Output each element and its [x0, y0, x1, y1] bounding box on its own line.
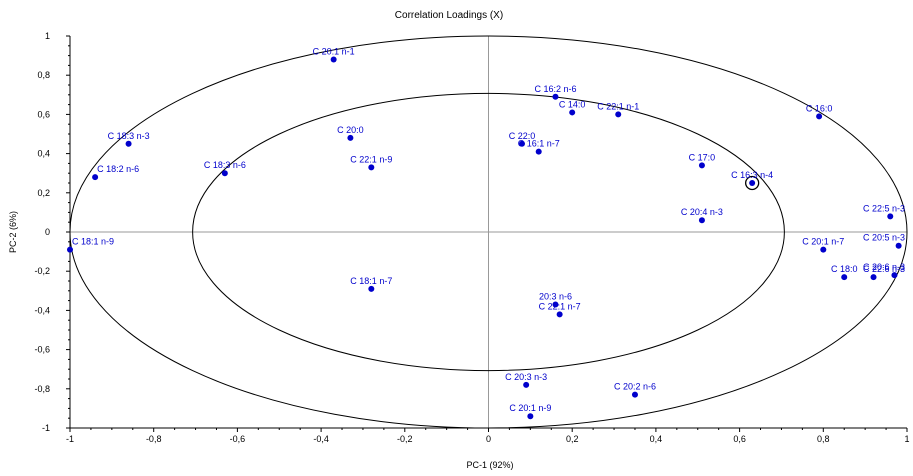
data-point [569, 109, 576, 116]
point-label: C 20:0 [337, 125, 364, 135]
data-point [895, 242, 902, 249]
data-point [698, 162, 705, 169]
data-point [518, 140, 525, 147]
point-label: C 18:1 n-9 [72, 237, 114, 247]
point-label: C 16:0 [806, 103, 833, 113]
point-label: C 20:6 n-3 [863, 262, 905, 272]
data-point [870, 274, 877, 281]
point-label: C 20:3 n-3 [505, 372, 547, 382]
data-point [749, 180, 756, 186]
point-label: C 14:0 [559, 99, 586, 109]
data-point [330, 56, 337, 63]
y-tick-label: 1 [45, 31, 50, 41]
x-tick-label: -1 [66, 434, 74, 444]
point-label: C 20:5 n-3 [863, 233, 905, 243]
data-point [125, 140, 132, 147]
y-tick-label: -0,6 [34, 345, 50, 355]
point-label: C 20:1 n-9 [509, 403, 551, 413]
y-tick-label: -0,2 [34, 266, 50, 276]
data-points: C 20:1 n-1 C 18:3 n-3 C 18:2 n-6 C 18:3 n-6… [67, 47, 905, 420]
data-point [631, 391, 638, 398]
point-label: 20:3 n-6 [539, 292, 572, 302]
point-label: C 20:1 n-1 [313, 47, 355, 57]
y-tick-label: 0,2 [37, 188, 50, 198]
chart-title: Correlation Loadings (X) [395, 10, 503, 21]
point-label: C 22:1 n-9 [350, 154, 392, 164]
y-tick-label: -1 [42, 423, 50, 433]
y-axis-ticks: -1 -0,8 -0,6 -0,4 -0,2 0 0,2 0,4 0,6 0,8 1 [34, 31, 70, 433]
point-label: C 22:1 n-7 [539, 301, 581, 311]
y-tick-label: 0,4 [37, 149, 50, 159]
point-label: C 16:2 n-6 [534, 84, 576, 94]
data-point [527, 413, 534, 420]
data-point [347, 134, 354, 141]
data-point [615, 111, 622, 118]
y-tick-label: -0,8 [34, 384, 50, 394]
x-axis-label: PC-1 (92%) [466, 460, 513, 470]
x-tick-label: 0,8 [817, 434, 830, 444]
point-label: C 20:4 n-3 [681, 207, 723, 217]
data-point [92, 174, 99, 181]
point-label: C 17:0 [689, 152, 716, 162]
data-point [698, 217, 705, 224]
data-point [552, 93, 559, 100]
point-label: C 18:3 n-6 [204, 160, 246, 170]
y-axis-label: PC-2 (6%) [8, 211, 18, 253]
data-point [891, 272, 898, 279]
data-point [816, 113, 823, 120]
data-point [368, 164, 375, 171]
point-label: C 16:1 n-7 [518, 139, 560, 149]
point-label: C 18:0 [831, 264, 858, 274]
x-tick-label: -0,2 [397, 434, 413, 444]
point-label: C 18:2 n-6 [97, 164, 139, 174]
data-point [535, 148, 542, 155]
point-label: C 18:3 n-3 [108, 131, 150, 141]
plot-frame [69, 36, 907, 429]
data-point [820, 246, 827, 253]
y-tick-label: 0,8 [37, 70, 50, 80]
x-tick-label: 0,4 [650, 434, 663, 444]
x-axis-ticks: -1 -0,8 -0,6 -0,4 -0,2 0 0,2 0,4 0,6 0,8 1 [66, 428, 910, 444]
data-point [368, 285, 375, 292]
x-tick-label: 0,2 [566, 434, 579, 444]
point-label: C 20:1 n-7 [802, 237, 844, 247]
point-label: C 22:6 n-3 [863, 264, 905, 274]
point-label: C 22:1 n-1 [597, 101, 639, 111]
x-tick-label: 0 [486, 434, 491, 444]
x-tick-label: -0,6 [230, 434, 246, 444]
data-point [221, 170, 228, 177]
x-tick-label: -0,8 [146, 434, 162, 444]
data-point [67, 246, 73, 253]
y-tick-label: 0 [45, 227, 50, 237]
x-tick-label: 1 [904, 434, 909, 444]
data-point [523, 381, 530, 388]
point-label: C 22:0 [509, 131, 536, 141]
point-label: C 22:5 n-3 [863, 203, 905, 213]
y-tick-label: -0,4 [34, 305, 50, 315]
data-point [552, 301, 559, 308]
data-point [887, 213, 894, 220]
point-label: C 16:3 n-4 [731, 170, 773, 180]
x-tick-label: -0,4 [313, 434, 329, 444]
point-label: C 20:2 n-6 [614, 382, 656, 392]
point-label: C 18:1 n-7 [350, 276, 392, 286]
x-tick-label: 0,6 [733, 434, 746, 444]
data-point [556, 311, 563, 318]
data-point [841, 274, 848, 281]
y-tick-label: 0,6 [37, 109, 50, 119]
inner-ellipse [192, 92, 785, 372]
highlight-ring [745, 175, 760, 191]
